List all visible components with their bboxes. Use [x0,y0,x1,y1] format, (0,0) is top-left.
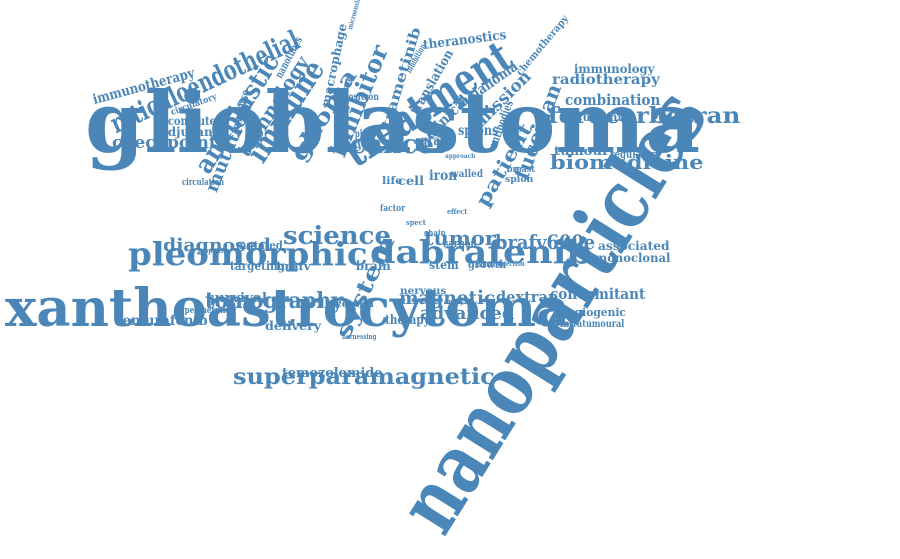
word-adjuvant: adjuvant [160,125,219,139]
word-growth: growth [468,258,507,271]
word-monoclonal: monoclonal [595,251,671,265]
word-nervous: nervous [400,286,447,297]
word-grade: grade [420,133,455,149]
word-indicated: indicated [475,260,503,269]
word-computed: computed [168,114,223,128]
word-concomitant: concomitant [550,285,646,303]
word-breast: breast [507,165,535,175]
word-tumor: tumor [424,226,496,250]
word-iron: iron [429,168,458,184]
word-dextran: dextran [496,288,559,306]
word-photon: photon [355,129,382,140]
word-tumour: tumour [554,144,610,158]
word-factor: factor [380,204,406,214]
word-injection: injection [498,259,525,268]
word-regulatory: regulatory [610,148,661,161]
word-microenvironment: microenvironment [345,0,369,31]
word-xanthoastrocytoma: xanthoastrocytoma [5,278,571,339]
word-approach: approach [445,153,476,160]
word-brafv: brafv [276,260,311,273]
word-carbon: carbon [443,237,477,250]
word-spect: spect [406,218,426,227]
word-biomedicine: biomedicine [550,150,704,174]
word-science: science [283,221,391,250]
word-combination: combination [565,91,661,109]
word-harnessing: harnessing [342,332,377,341]
word-chemotherapy: chemotherapy [514,13,572,79]
word-checkpoint: checkpoint [112,133,217,153]
word-mutated: mutated [236,239,283,252]
word-stem: stem [429,258,459,272]
word-recurrent: recurrent [563,110,623,124]
word-brain: brain [356,259,391,273]
word-temozolomide: temozolomide [282,366,383,381]
word-ferucarbotran: ferucarbotran [548,103,741,129]
word-analysis: analysis [444,297,475,306]
word-pleomorphic: pleomorphic [128,235,368,273]
word-vemurafenib: vemurafenib [115,313,208,329]
word-immunology: immunology [574,62,655,76]
word-cell: cell [398,174,425,188]
word-dabrafenib: dabrafenib [370,233,592,271]
word-life: life [382,176,403,187]
word-effect: effect [447,207,468,216]
word-circulation: circulation [182,178,225,188]
word-hyperthermia: hyperthermia [175,306,231,316]
word-spion: spion [505,175,534,185]
word-targeting: targeting [230,259,285,273]
word-glioblastoma: glioblastoma [85,73,701,172]
word-positron: positron [343,92,379,103]
word-walled: walled [451,169,484,180]
word-cancer: cancer [350,130,448,160]
word-therapy: therapy [385,313,430,328]
word-radiotherapy: radiotherapy [552,72,660,88]
word-superparamagnetic: superparamagnetic [233,364,495,390]
word-properties: properties [198,246,230,255]
word-delivery: delivery [265,319,322,333]
word-tomography: tomography [205,288,344,314]
word-angiogenic: angiogenic [560,306,626,319]
word-associated: associated [598,239,670,253]
word-survival: survival [207,291,268,306]
word-diagnosed: diagnosed [163,235,271,256]
word-chain: chain [424,228,446,237]
word-advanced: advanced [420,303,515,324]
word-brafv600e: brafv600e [495,230,596,254]
word-central: central [336,299,374,310]
word-spions: spions [458,123,499,139]
word-intratumoural: intratumoural [560,319,625,330]
word-magnetic: magnetic [399,287,496,309]
